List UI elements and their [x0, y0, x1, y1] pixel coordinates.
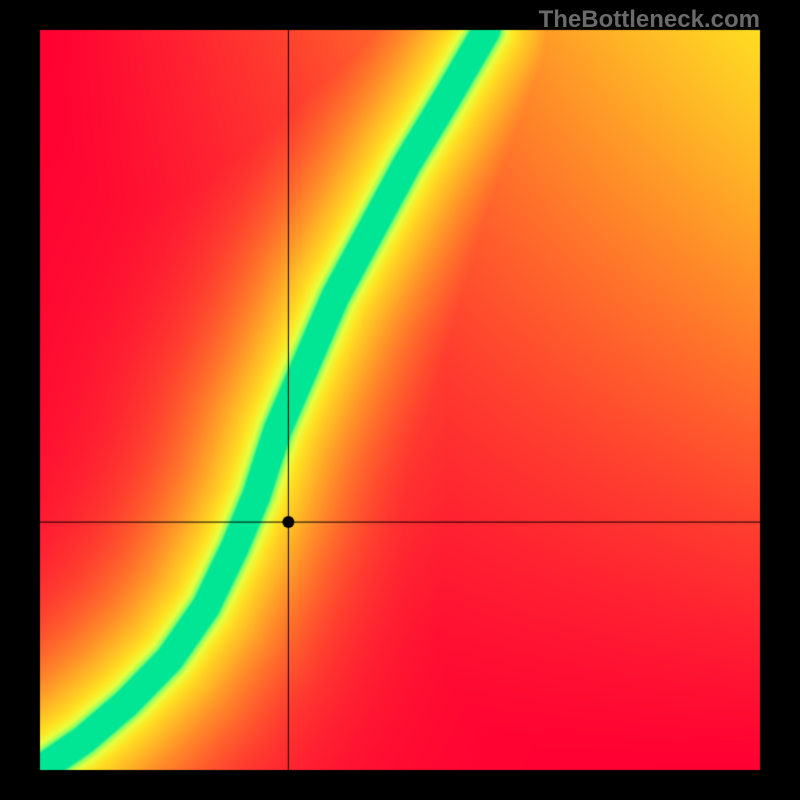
watermark-text: TheBottleneck.com: [539, 6, 760, 34]
bottleneck-heatmap: [0, 0, 800, 800]
